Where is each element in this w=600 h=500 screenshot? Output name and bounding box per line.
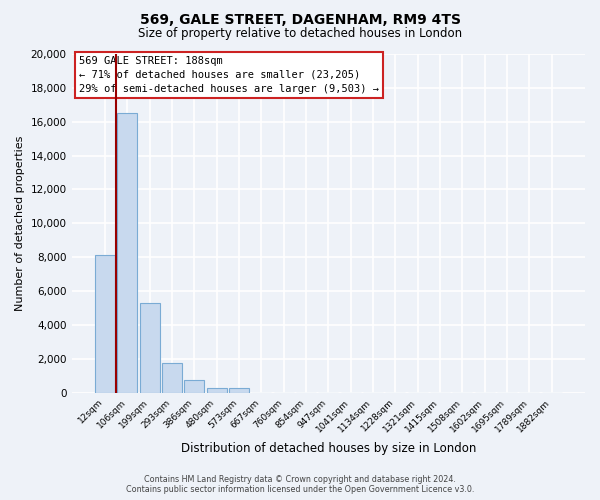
Text: Size of property relative to detached houses in London: Size of property relative to detached ho… <box>138 28 462 40</box>
Bar <box>206 388 227 392</box>
Text: Contains HM Land Registry data © Crown copyright and database right 2024.
Contai: Contains HM Land Registry data © Crown c… <box>126 474 474 494</box>
Y-axis label: Number of detached properties: Number of detached properties <box>15 136 25 311</box>
Bar <box>140 303 160 392</box>
Bar <box>229 388 249 392</box>
Text: 569, GALE STREET, DAGENHAM, RM9 4TS: 569, GALE STREET, DAGENHAM, RM9 4TS <box>139 12 461 26</box>
Bar <box>117 114 137 392</box>
Text: 569 GALE STREET: 188sqm
← 71% of detached houses are smaller (23,205)
29% of sem: 569 GALE STREET: 188sqm ← 71% of detache… <box>79 56 379 94</box>
X-axis label: Distribution of detached houses by size in London: Distribution of detached houses by size … <box>181 442 476 455</box>
Bar <box>95 256 115 392</box>
Bar <box>184 380 205 392</box>
Bar <box>162 363 182 392</box>
